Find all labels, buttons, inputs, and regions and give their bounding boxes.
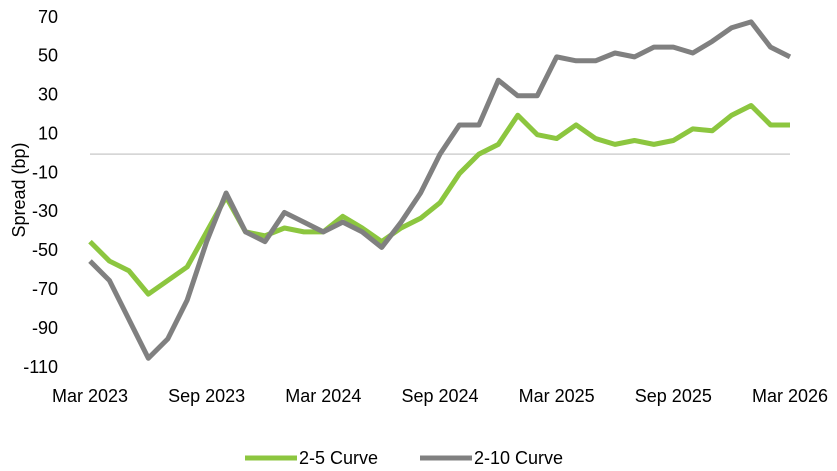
y-tick-label: -10 [32, 162, 58, 182]
y-tick-label: 50 [38, 46, 58, 66]
x-tick-label: Mar 2026 [752, 386, 828, 406]
series-line [88, 19, 792, 361]
legend-label: 2-5 Curve [299, 448, 378, 468]
legend-label: 2-10 Curve [474, 448, 563, 468]
legend-entry: 2-10 Curve [420, 448, 563, 468]
x-tick-label: Mar 2023 [52, 386, 128, 406]
y-tick-label: 10 [38, 123, 58, 143]
y-tick-label: -90 [32, 318, 58, 338]
x-tick-label: Sep 2024 [401, 386, 478, 406]
y-tick-label: -110 [23, 357, 58, 377]
legend-entry: 2-5 Curve [245, 448, 378, 468]
y-tick-label: -70 [32, 279, 58, 299]
x-tick-label: Mar 2024 [285, 386, 361, 406]
y-tick-label: -30 [32, 201, 58, 221]
y-tick-label: -50 [32, 240, 58, 260]
y-tick-label: 70 [38, 7, 58, 27]
x-tick-label: Sep 2023 [168, 386, 245, 406]
x-tick-label: Sep 2025 [635, 386, 712, 406]
y-tick-label: 30 [38, 85, 58, 105]
y-axis-label: Spread (bp) [9, 142, 29, 237]
x-tick-label: Mar 2025 [519, 386, 595, 406]
series-line [88, 103, 790, 297]
